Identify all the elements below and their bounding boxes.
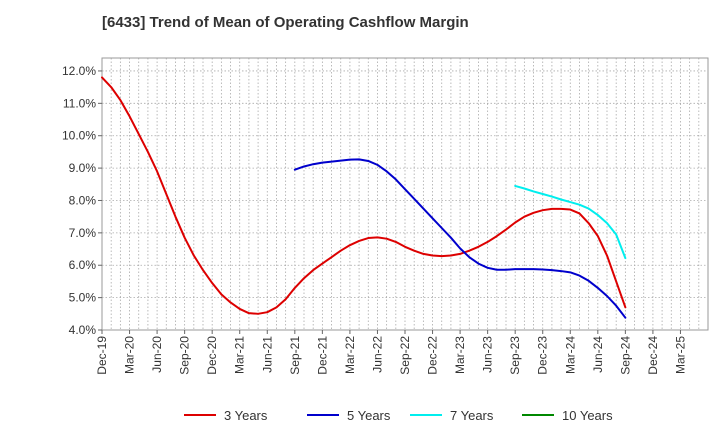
y-tick-label: 7.0% xyxy=(69,226,97,240)
y-tick-label: 4.0% xyxy=(69,323,97,337)
y-tick-label: 12.0% xyxy=(62,64,96,78)
x-tick-label: Sep-24 xyxy=(618,336,632,375)
x-tick-label: Dec-21 xyxy=(315,336,329,375)
x-tick-label: Dec-19 xyxy=(95,336,109,375)
x-tick-label: Jun-24 xyxy=(591,336,605,373)
x-tick-label: Mar-20 xyxy=(123,336,137,374)
y-tick-label: 11.0% xyxy=(63,96,96,110)
x-tick-label: Sep-23 xyxy=(508,336,522,375)
x-tick-label: Jun-21 xyxy=(260,336,274,373)
y-tick-label: 5.0% xyxy=(69,291,97,305)
x-tick-label: Dec-24 xyxy=(646,336,660,375)
y-tick-label: 9.0% xyxy=(69,161,97,175)
legend-label: 3 Years xyxy=(224,408,268,423)
x-tick-label: Sep-21 xyxy=(288,336,302,375)
series-lines xyxy=(101,76,627,319)
x-axis-ticks: Dec-19 Mar-20 Jun-20 Sep-20 Dec-20 Mar-21 Jun-… xyxy=(95,330,687,375)
y-axis-ticks: 4.0% 5.0% 6.0% 7.0% 8.0% 9.0% 10.0% 11.0% 12.0% xyxy=(62,64,102,337)
series-line-7-years xyxy=(514,184,627,260)
x-tick-label: Mar-23 xyxy=(453,336,467,374)
x-tick-label: Jun-23 xyxy=(481,336,495,373)
y-tick-label: 6.0% xyxy=(69,258,97,272)
x-tick-label: Sep-20 xyxy=(178,336,192,375)
y-tick-label: 10.0% xyxy=(62,129,96,143)
legend-label: 10 Years xyxy=(562,408,613,423)
series-line-5-years xyxy=(293,158,627,319)
x-tick-label: Dec-23 xyxy=(536,336,550,375)
x-tick-label: Mar-21 xyxy=(233,336,247,374)
x-tick-label: Jun-22 xyxy=(370,336,384,373)
x-tick-label: Jun-20 xyxy=(150,336,164,373)
chart-title: [6433] Trend of Mean of Operating Cashfl… xyxy=(102,14,469,31)
legend-label: 7 Years xyxy=(450,408,494,423)
legend: 3 Years 5 Years 7 Years 10 Years xyxy=(184,408,613,423)
legend-label: 5 Years xyxy=(347,408,391,423)
y-tick-label: 8.0% xyxy=(69,193,97,207)
x-tick-label: Mar-24 xyxy=(563,336,577,374)
x-tick-label: Dec-20 xyxy=(205,336,219,375)
x-tick-label: Dec-22 xyxy=(426,336,440,375)
x-tick-label: Mar-25 xyxy=(673,336,687,374)
series-line-3-years xyxy=(101,76,627,315)
x-tick-label: Sep-22 xyxy=(398,336,412,375)
x-tick-label: Mar-22 xyxy=(343,336,357,374)
